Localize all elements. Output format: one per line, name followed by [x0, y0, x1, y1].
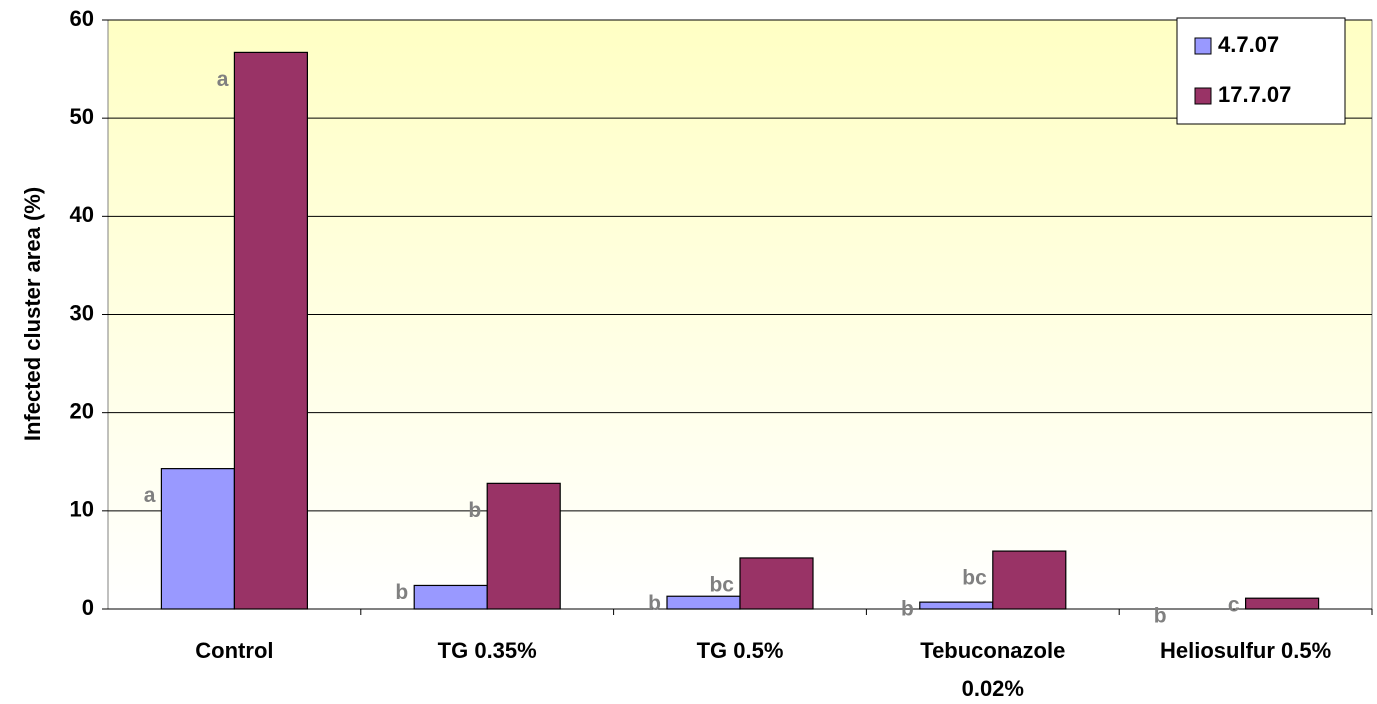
y-tick-label: 50 [70, 104, 94, 129]
x-tick-label: TG 0.35% [438, 638, 537, 663]
legend-label: 17.7.07 [1218, 82, 1291, 107]
significance-letter: b [395, 581, 408, 604]
x-tick-label: Heliosulfur 0.5% [1160, 638, 1331, 663]
y-tick-label: 40 [70, 202, 94, 227]
significance-letter: b [1154, 605, 1167, 628]
y-tick-label: 10 [70, 497, 94, 522]
significance-letter: bc [709, 574, 734, 597]
bar [413, 584, 488, 610]
significance-letter: b [648, 592, 661, 615]
y-tick-label: 30 [70, 300, 94, 325]
significance-letter: c [1228, 594, 1240, 617]
bar [486, 482, 561, 610]
significance-letter: b [901, 598, 914, 621]
bar [919, 601, 994, 610]
legend-label: 4.7.07 [1218, 32, 1279, 57]
x-tick-label: TG 0.5% [697, 638, 784, 663]
bar [160, 468, 235, 610]
significance-letter: b [468, 499, 481, 522]
y-tick-label: 60 [70, 6, 94, 31]
bar [233, 51, 308, 610]
y-axis-label: Infected cluster area (%) [20, 187, 45, 441]
x-tick-label: Tebuconazole 0.02% [920, 638, 1065, 701]
y-tick-label: 0 [82, 595, 94, 620]
legend [1176, 17, 1346, 125]
label-line: Tebuconazole [920, 638, 1065, 663]
bar [739, 557, 814, 610]
label-line: 0.02% [962, 676, 1024, 701]
x-tick-label: Control [195, 638, 273, 663]
legend-swatch [1194, 37, 1212, 55]
bar [1244, 597, 1320, 610]
bar [666, 595, 741, 610]
significance-letter: a [144, 484, 156, 507]
legend-swatch [1194, 87, 1212, 105]
y-tick-label: 20 [70, 398, 94, 423]
bar [992, 550, 1067, 610]
significance-letter: a [217, 68, 229, 91]
significance-letter: bc [962, 567, 987, 590]
